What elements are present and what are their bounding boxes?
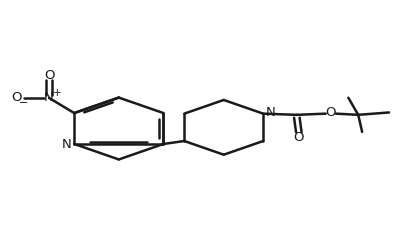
Text: N: N xyxy=(265,106,275,119)
Text: O: O xyxy=(44,69,54,82)
Text: N: N xyxy=(61,138,71,151)
Text: +: + xyxy=(53,88,62,98)
Text: O: O xyxy=(11,91,21,104)
Text: O: O xyxy=(293,131,304,144)
Text: N: N xyxy=(44,91,54,104)
Text: −: − xyxy=(19,98,28,108)
Text: O: O xyxy=(325,106,336,119)
